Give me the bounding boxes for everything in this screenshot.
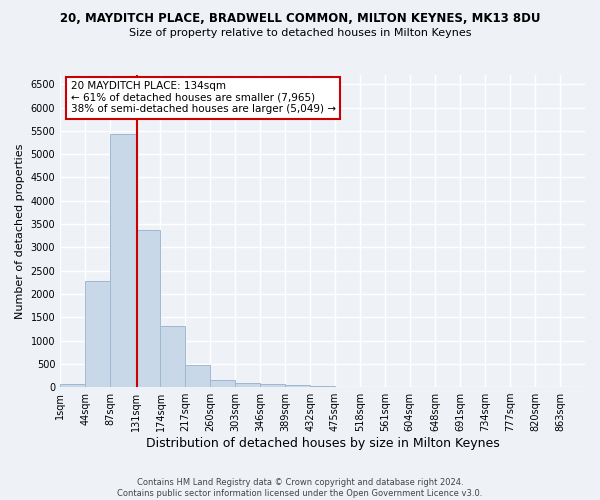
Y-axis label: Number of detached properties: Number of detached properties [15, 144, 25, 318]
Bar [235, 383, 260, 387]
Bar [85, 281, 110, 387]
Bar [110, 134, 136, 387]
Text: 20, MAYDITCH PLACE, BRADWELL COMMON, MILTON KEYNES, MK13 8DU: 20, MAYDITCH PLACE, BRADWELL COMMON, MIL… [60, 12, 540, 26]
Bar [211, 380, 235, 387]
Bar [60, 384, 85, 387]
Bar [136, 230, 160, 387]
Text: Size of property relative to detached houses in Milton Keynes: Size of property relative to detached ho… [129, 28, 471, 38]
Bar [285, 386, 310, 387]
X-axis label: Distribution of detached houses by size in Milton Keynes: Distribution of detached houses by size … [146, 437, 499, 450]
Text: 20 MAYDITCH PLACE: 134sqm
← 61% of detached houses are smaller (7,965)
38% of se: 20 MAYDITCH PLACE: 134sqm ← 61% of detac… [71, 81, 335, 114]
Bar [160, 326, 185, 387]
Bar [260, 384, 285, 387]
Bar [185, 364, 211, 387]
Text: Contains HM Land Registry data © Crown copyright and database right 2024.
Contai: Contains HM Land Registry data © Crown c… [118, 478, 482, 498]
Bar [310, 386, 335, 387]
